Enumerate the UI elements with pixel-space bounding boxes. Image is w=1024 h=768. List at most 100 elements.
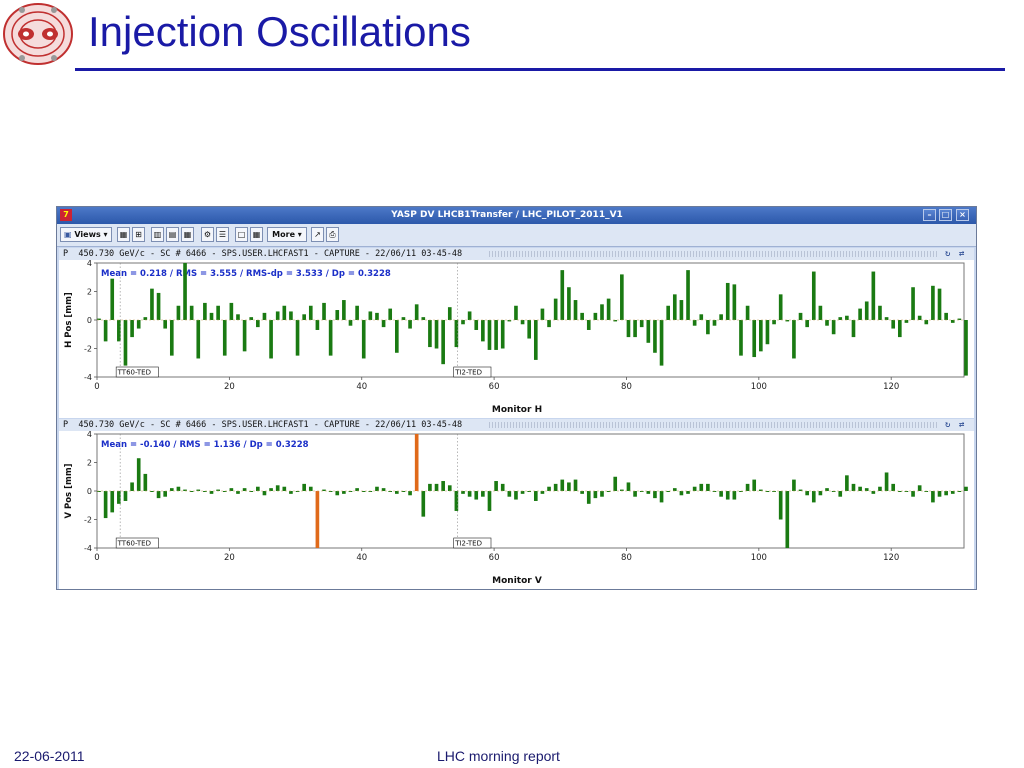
data-bar	[169, 488, 174, 491]
data-bar	[593, 312, 598, 320]
data-bar	[686, 270, 690, 320]
data-bar	[156, 292, 161, 320]
data-bar	[878, 486, 882, 491]
data-bar	[176, 305, 181, 320]
data-bar	[706, 483, 710, 491]
data-bar	[878, 305, 882, 320]
data-bar	[434, 320, 439, 349]
data-bar	[487, 320, 492, 350]
data-bar	[216, 489, 220, 491]
marker-label-box	[115, 366, 159, 378]
data-bar	[203, 302, 207, 320]
data-bar	[189, 305, 194, 320]
single-view-icon[interactable]: ▦	[117, 227, 130, 242]
data-bar	[719, 314, 723, 320]
panel-header: P 450.730 GeV/c - SC # 6466 - SPS.USER.L…	[59, 419, 974, 431]
data-bar	[924, 491, 929, 492]
marker-label-box	[115, 537, 159, 549]
data-bar	[739, 320, 743, 356]
data-bar	[785, 320, 790, 322]
minimize-icon[interactable]: –	[923, 209, 936, 221]
data-bar	[355, 305, 359, 320]
lhc-logo	[0, 0, 76, 68]
data-bar	[613, 476, 618, 491]
table-icon[interactable]: ▦	[250, 227, 263, 242]
export-icon[interactable]: ↗	[311, 227, 324, 242]
data-bar	[375, 312, 379, 320]
split-view-icon[interactable]: ⊞	[132, 227, 145, 242]
data-bar	[447, 307, 452, 320]
data-bar	[117, 320, 121, 342]
data-bar	[540, 491, 545, 494]
data-bar	[295, 491, 300, 492]
data-bar	[917, 485, 922, 491]
refresh-icon[interactable]: ↻	[945, 249, 951, 259]
marker-label: TI2-TED	[454, 540, 482, 548]
data-bar	[633, 491, 637, 497]
data-bar	[653, 320, 657, 353]
views-icon: ▣	[64, 230, 72, 239]
data-bar	[772, 491, 776, 492]
data-bar	[818, 491, 823, 496]
data-bar	[792, 479, 796, 491]
data-bar	[944, 312, 948, 320]
window-titlebar[interactable]: 7 YASP DV LHCB1Transfer / LHC_PILOT_2011…	[57, 207, 976, 224]
data-bar	[527, 320, 532, 339]
swap-icon[interactable]: ⇄	[959, 420, 965, 430]
data-bar	[474, 320, 479, 330]
data-bar	[441, 481, 445, 491]
stats-annotation: Mean = 0.218 / RMS = 3.555 / RMS-dp = 3.…	[101, 269, 391, 279]
axis-group: 420-2-40 20 40 60 80 100 120	[84, 431, 964, 563]
x-axis-label: Monitor V	[492, 576, 542, 586]
data-bar	[249, 491, 254, 492]
data-bar	[401, 491, 406, 492]
data-bar	[163, 491, 168, 497]
data-bar	[262, 491, 267, 496]
more-button[interactable]: More ▾	[267, 227, 307, 242]
print-icon[interactable]: ⎙	[326, 227, 339, 242]
data-bar	[249, 317, 254, 320]
data-bar	[805, 320, 809, 328]
data-bar	[560, 270, 565, 320]
y-tick-label: -4	[84, 544, 92, 553]
data-bar	[725, 282, 730, 320]
views-button[interactable]: ▣ Views ▾	[60, 227, 112, 242]
data-bar	[342, 491, 346, 494]
data-bar	[745, 305, 750, 320]
data-bar	[222, 320, 227, 356]
title-underline	[75, 68, 1005, 71]
data-bar	[871, 271, 876, 320]
data-bar	[719, 491, 723, 497]
data-bar	[414, 434, 419, 491]
three-rows-icon[interactable]: ▤	[166, 227, 179, 242]
data-bar	[904, 320, 909, 323]
data-bar	[646, 491, 651, 494]
blank-page-icon[interactable]: □	[235, 227, 248, 242]
data-bar	[355, 488, 359, 491]
data-bar	[964, 486, 968, 491]
grid-view-icon[interactable]: ▦	[181, 227, 194, 242]
swap-icon[interactable]: ⇄	[959, 249, 965, 259]
maximize-icon[interactable]: □	[939, 209, 952, 221]
data-bar	[950, 320, 955, 323]
close-icon[interactable]: ×	[956, 209, 969, 221]
data-bar	[275, 311, 280, 320]
data-bar	[282, 305, 287, 320]
refresh-icon[interactable]: ↻	[945, 420, 951, 430]
data-bar	[851, 483, 856, 491]
x-tick-label: 60	[489, 382, 500, 392]
data-bar	[964, 320, 968, 376]
data-bar	[712, 491, 717, 492]
data-bar	[931, 491, 935, 503]
data-bar	[838, 317, 843, 320]
two-columns-icon[interactable]: ▥	[151, 227, 164, 242]
axis-group: 420-2-40 20 40 60 80 100 120	[84, 260, 964, 392]
panel-horizontal: P 450.730 GeV/c - SC # 6466 - SPS.USER.L…	[59, 248, 974, 418]
data-bar	[189, 491, 194, 492]
data-bar	[573, 479, 578, 491]
data-bar	[811, 491, 816, 503]
settings-icon[interactable]: ⚙	[201, 227, 214, 242]
data-bar	[342, 300, 346, 320]
list-icon[interactable]: ☰	[216, 227, 229, 242]
marker-label-box	[453, 537, 492, 549]
